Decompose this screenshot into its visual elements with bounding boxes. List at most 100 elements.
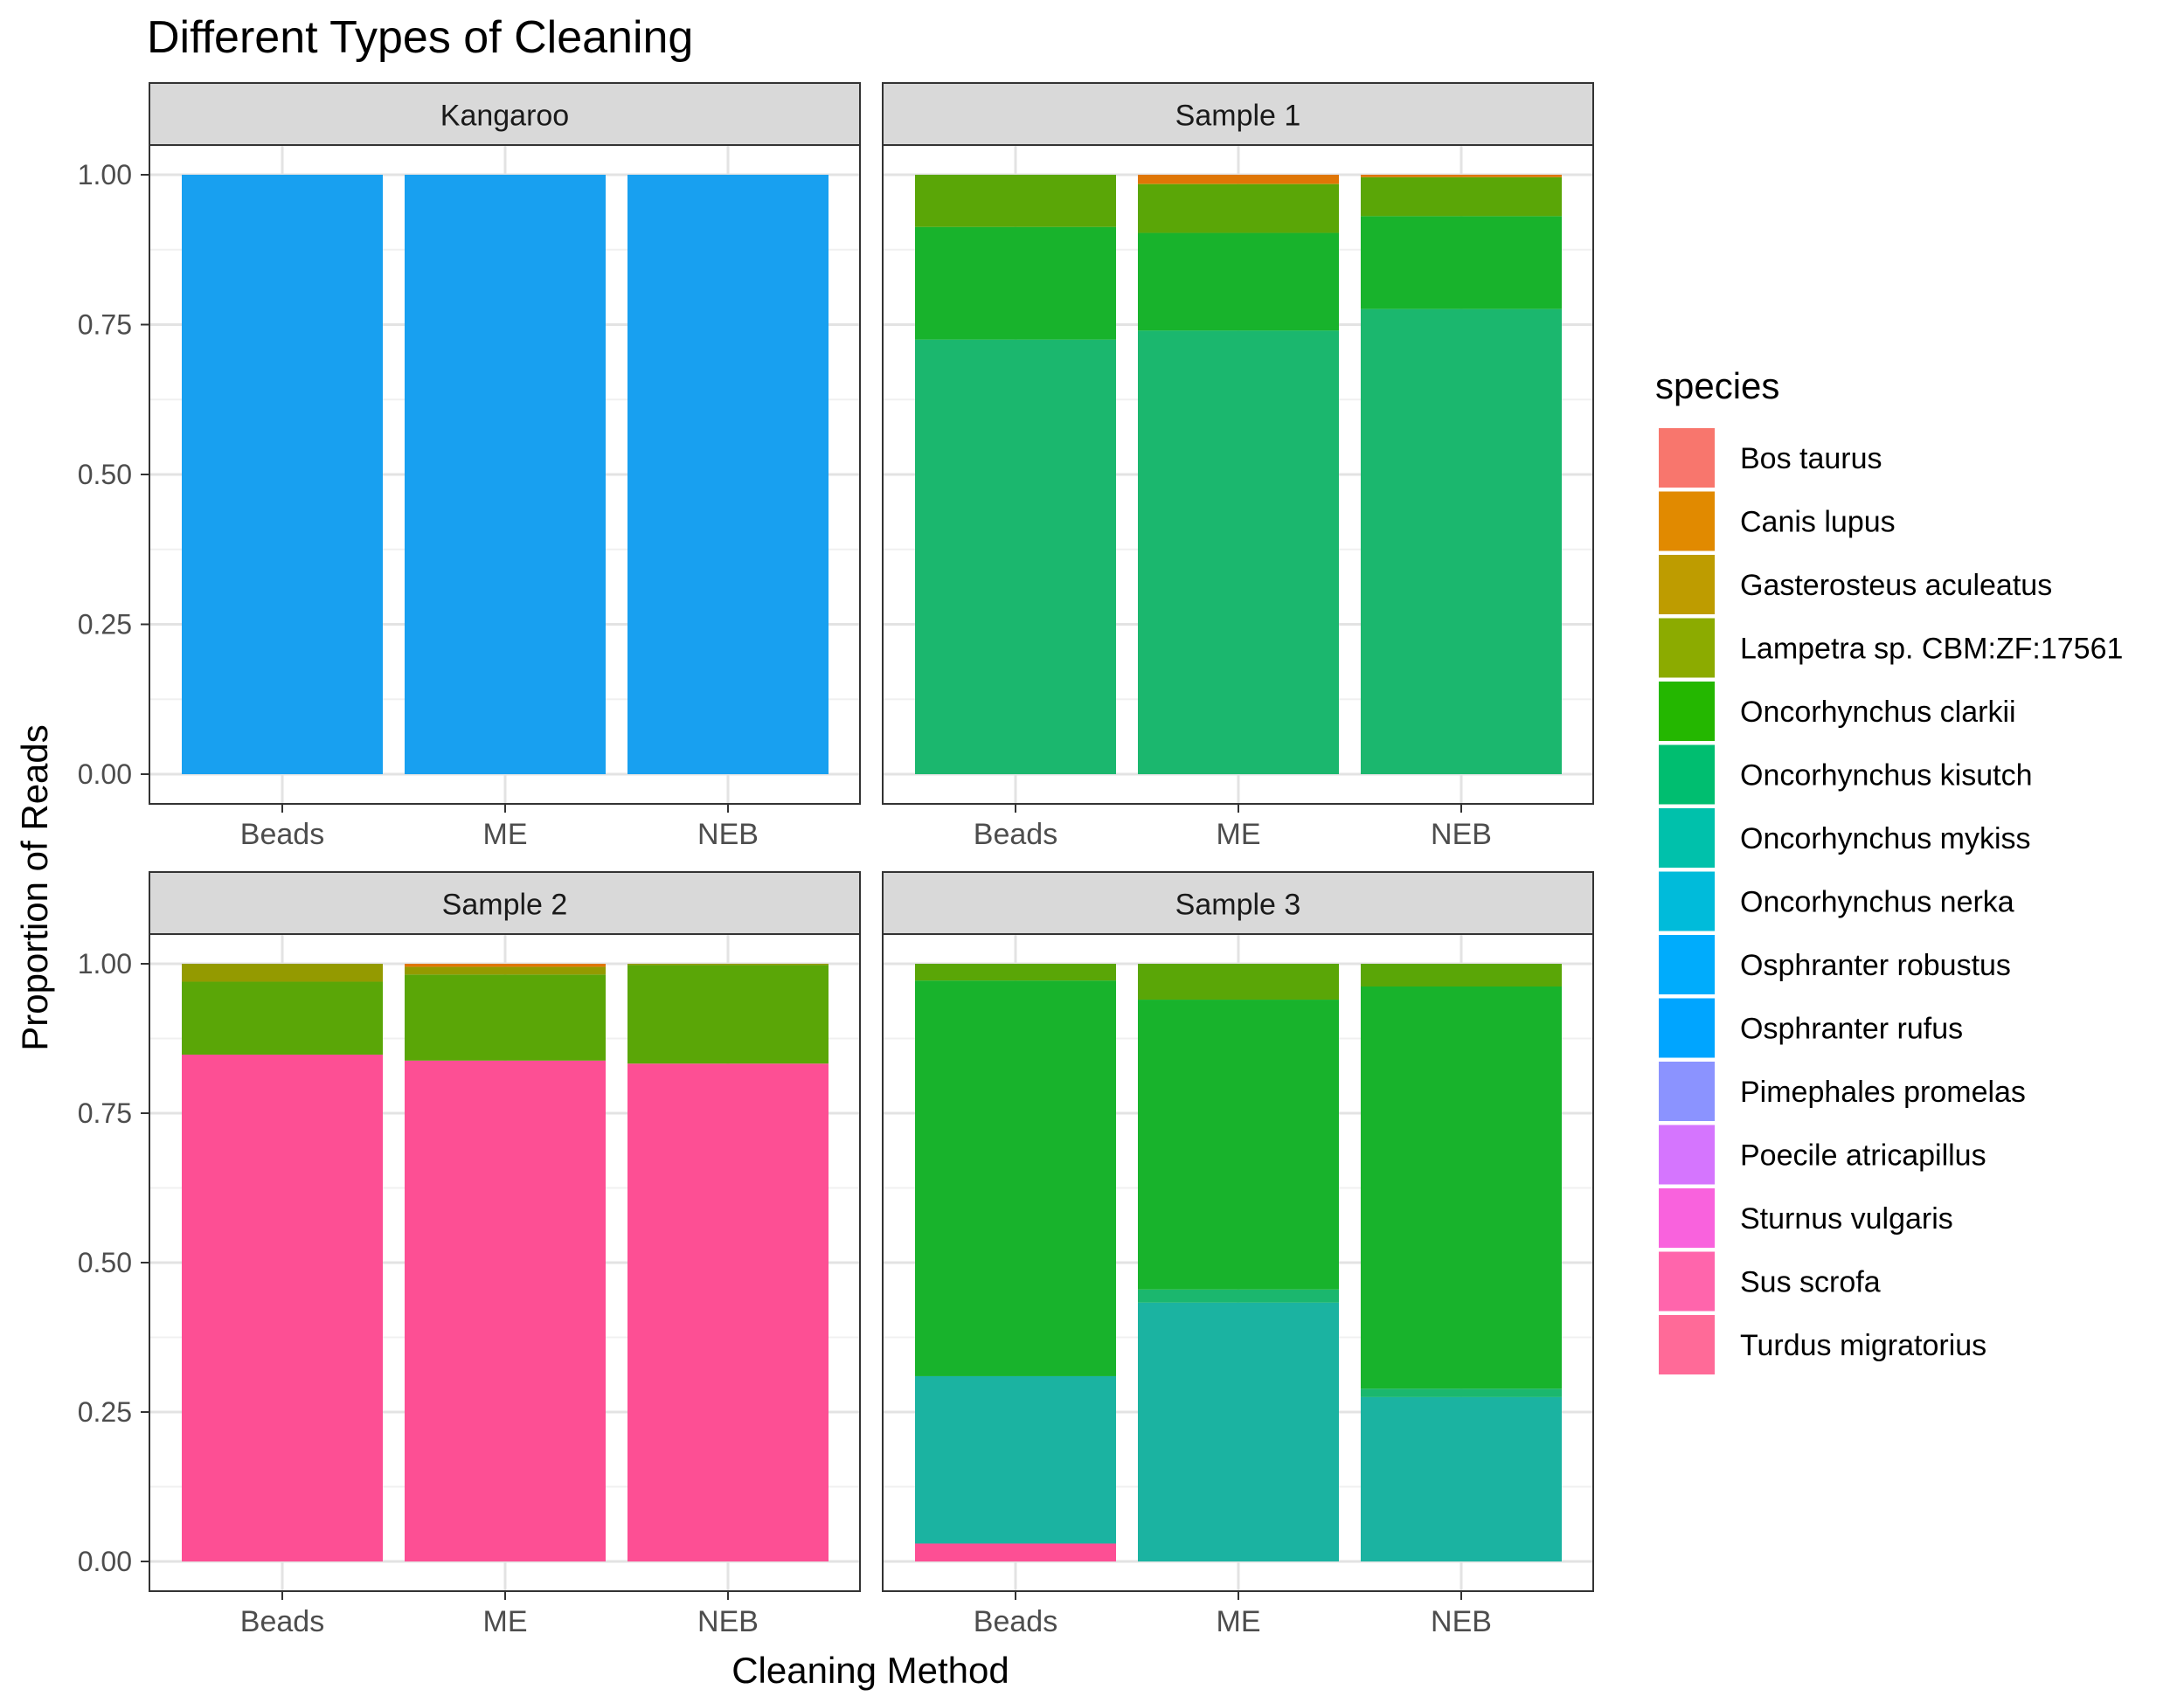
chart-title: Different Types of Cleaning	[147, 12, 693, 63]
legend-swatch	[1657, 616, 1716, 680]
bar-segment	[627, 965, 829, 1064]
legend-item: Oncorhynchus kisutch	[1657, 743, 2033, 807]
bar-segment	[915, 1543, 1116, 1561]
legend-item: Oncorhynchus mykiss	[1657, 807, 2031, 869]
bar-segment	[182, 981, 383, 1055]
legend-swatch	[1657, 807, 1716, 869]
x-tick-label: Beads	[240, 1605, 324, 1638]
legend-item: Bos taurus	[1657, 426, 1882, 489]
bar-segment	[182, 175, 383, 774]
legend-label: Oncorhynchus kisutch	[1740, 759, 2033, 793]
bar-segment	[915, 175, 1116, 227]
bar-segment	[1361, 177, 1562, 217]
legend-label: Turdus migratorius	[1740, 1329, 1986, 1362]
facet-strip-label: Sample 1	[1175, 100, 1301, 133]
legend-item: Gasterosteus aculeatus	[1657, 553, 2052, 616]
legend-label: Gasterosteus aculeatus	[1740, 569, 2052, 602]
panel-bars	[915, 175, 1562, 774]
legend-items: Bos taurus Canis lupus Gasterosteus aculea…	[1657, 426, 2123, 1376]
legend-swatch	[1657, 1250, 1716, 1313]
panel-bars	[182, 175, 829, 774]
legend-label: Oncorhynchus mykiss	[1740, 822, 2031, 855]
bar-segment	[915, 339, 1116, 774]
legend-item: Lampetra sp. CBM:ZF:17561	[1657, 616, 2123, 680]
legend-label: Osphranter rufus	[1740, 1013, 1963, 1046]
bar-segment	[405, 175, 606, 774]
facet-strip-label: Kangaroo	[440, 100, 569, 133]
legend-item: Osphranter robustus	[1657, 933, 2011, 996]
bar-segment	[1138, 330, 1339, 774]
x-tick-label: NEB	[697, 1605, 759, 1638]
bar-segment	[1138, 232, 1339, 331]
y-axis-label: Proportion of Reads	[14, 724, 55, 1051]
legend-label: Poecile atricapillus	[1740, 1139, 1986, 1173]
legend-item: Oncorhynchus nerka	[1657, 869, 2014, 933]
facet-strip	[882, 82, 1594, 146]
facet-panel: Sample 2 0.00 0.25 0.50 0.75 1.00 Beads ME NEB	[78, 871, 861, 1638]
bar-segment	[405, 974, 606, 1061]
legend-item: Poecile atricapillus	[1657, 1123, 1986, 1187]
y-tick-label: 0.00	[78, 1546, 132, 1577]
y-tick-label: 0.50	[78, 1247, 132, 1278]
legend-label: Osphranter robustus	[1740, 949, 2011, 982]
bar-segment	[1138, 1289, 1339, 1303]
bar-segment	[915, 964, 1116, 981]
bar-segment	[405, 966, 606, 975]
y-tick-label: 0.50	[78, 459, 132, 490]
bar-segment	[182, 964, 383, 982]
bar-segment	[915, 226, 1116, 340]
bar-segment	[1138, 183, 1339, 184]
legend-swatch	[1657, 869, 1716, 933]
y-tick-label: 1.00	[78, 159, 132, 190]
legend-label: Sus scrofa	[1740, 1266, 1881, 1299]
facet-panel: Sample 3 Beads ME NEB	[882, 871, 1594, 1638]
bar-segment	[627, 1063, 829, 1561]
legend-swatch	[1657, 996, 1716, 1060]
legend-label: Oncorhynchus clarkii	[1740, 696, 2016, 729]
legend-swatch	[1657, 1187, 1716, 1250]
legend-label: Sturnus vulgaris	[1740, 1202, 1953, 1236]
x-tick-label: ME	[1217, 818, 1261, 851]
facet-strip-label: Sample 3	[1175, 889, 1301, 922]
bar-segment	[1138, 1000, 1339, 1290]
legend-label: Pimephales promelas	[1740, 1076, 2026, 1109]
bar-segment	[1138, 964, 1339, 1000]
x-tick-label: NEB	[697, 818, 759, 851]
bar-segment	[1361, 1396, 1562, 1561]
facet-strip	[882, 871, 1594, 935]
x-axis-label: Cleaning Method	[731, 1650, 1009, 1691]
x-tick-label: ME	[483, 818, 528, 851]
facet-strip	[149, 871, 861, 935]
bar-segment	[1361, 1388, 1562, 1397]
facet-panel: Sample 1 Beads ME NEB	[882, 82, 1594, 851]
legend-item: Canis lupus	[1657, 489, 1896, 553]
bar-segment	[627, 964, 829, 966]
legend-swatch	[1657, 1313, 1716, 1376]
bar-segment	[627, 175, 829, 774]
legend-swatch	[1657, 933, 1716, 996]
panel-bars	[915, 964, 1562, 1561]
bar-segment	[1138, 183, 1339, 233]
legend-title: species	[1655, 365, 1779, 406]
x-tick-label: Beads	[974, 1605, 1057, 1638]
y-tick-label: 0.25	[78, 609, 132, 640]
x-tick-label: NEB	[1431, 1605, 1492, 1638]
y-tick-label: 0.75	[78, 309, 132, 341]
y-tick-label: 1.00	[78, 948, 132, 980]
x-tick-label: ME	[483, 1605, 528, 1638]
bar-segment	[182, 1054, 383, 1561]
legend-swatch	[1657, 426, 1716, 489]
x-tick-label: Beads	[240, 818, 324, 851]
legend: species Bos taurus Canis lupus Gasterosteu…	[1655, 365, 2123, 1376]
legend-swatch	[1657, 489, 1716, 553]
bar-segment	[405, 964, 606, 967]
bar-segment	[915, 1375, 1116, 1544]
bar-segment	[1138, 1302, 1339, 1561]
facet-panels: Kangaroo 0.00 0.25 0.50 0.75 1.00 Beads ME NEB Sa…	[78, 82, 1594, 1638]
facet-strip	[149, 82, 861, 146]
bar-segment	[1361, 308, 1562, 774]
legend-label: Bos taurus	[1740, 442, 1882, 475]
legend-swatch	[1657, 680, 1716, 743]
legend-swatch	[1657, 553, 1716, 616]
